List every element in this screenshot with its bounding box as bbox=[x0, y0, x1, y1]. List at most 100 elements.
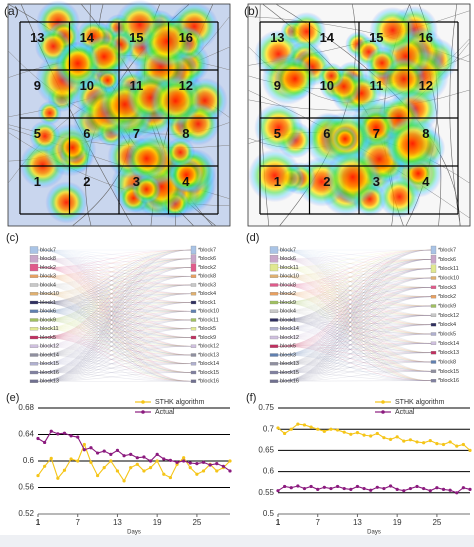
series-point bbox=[162, 472, 166, 476]
flow-link bbox=[277, 371, 432, 373]
block-number: 7 bbox=[373, 126, 380, 141]
flow-link bbox=[37, 293, 192, 382]
left-node-label: block8 bbox=[40, 256, 56, 262]
flow-link bbox=[37, 284, 192, 312]
flow-link bbox=[277, 352, 432, 365]
flow-link bbox=[277, 305, 432, 338]
flow-link bbox=[37, 284, 192, 338]
flow-link bbox=[277, 310, 432, 344]
heat-blob bbox=[378, 175, 421, 218]
flow-link bbox=[277, 337, 432, 353]
right-node bbox=[190, 245, 197, 255]
right-node bbox=[430, 351, 437, 355]
flow-link bbox=[37, 284, 192, 321]
road bbox=[449, 3, 461, 227]
heat-blob bbox=[384, 115, 441, 172]
flow-link bbox=[277, 275, 432, 363]
flow-link bbox=[277, 287, 432, 295]
left-node-label: block3 bbox=[40, 274, 56, 280]
flow-link bbox=[277, 267, 432, 372]
flow-link bbox=[277, 258, 432, 353]
flow-link bbox=[277, 315, 432, 321]
y-tick-label: 0.56 bbox=[18, 483, 34, 492]
series-point bbox=[142, 469, 146, 473]
block-number: 2 bbox=[83, 174, 90, 189]
flow-link bbox=[37, 275, 192, 312]
flow-link bbox=[37, 249, 192, 356]
flow-link bbox=[277, 363, 432, 381]
flow-link bbox=[37, 328, 192, 356]
flow-link bbox=[277, 268, 432, 330]
flow-link bbox=[277, 319, 432, 335]
flow-link bbox=[277, 337, 432, 363]
left-node bbox=[269, 362, 279, 366]
x-tick-label: 7 bbox=[315, 518, 320, 527]
flow-link bbox=[277, 363, 432, 372]
right-node-label: *block6 bbox=[438, 257, 456, 263]
series-point bbox=[468, 448, 472, 452]
flow-link bbox=[37, 275, 192, 365]
flow-link bbox=[277, 258, 432, 260]
flow-link bbox=[277, 267, 432, 288]
left-node-label: block13 bbox=[40, 379, 59, 385]
flow-link bbox=[277, 319, 432, 363]
flow-link bbox=[277, 259, 432, 338]
flow-link bbox=[37, 249, 192, 373]
flow-link bbox=[37, 258, 192, 373]
flow-link bbox=[37, 249, 192, 268]
flow-link bbox=[37, 293, 192, 338]
right-node bbox=[190, 292, 197, 296]
right-node-label: *block9 bbox=[198, 335, 216, 341]
flow-link bbox=[277, 328, 432, 372]
flow-link bbox=[37, 354, 192, 373]
series-point bbox=[388, 437, 393, 441]
flow-link bbox=[277, 302, 432, 325]
heat-blob bbox=[369, 6, 416, 54]
block-number: 5 bbox=[274, 126, 281, 141]
flow-link bbox=[277, 258, 432, 279]
flow-link bbox=[37, 302, 192, 365]
flow-link bbox=[277, 315, 432, 365]
flow-link bbox=[277, 296, 432, 321]
flow-link bbox=[277, 249, 432, 356]
flow-link bbox=[37, 275, 192, 286]
series-point bbox=[215, 469, 219, 473]
flow-link bbox=[277, 305, 432, 321]
flow-link bbox=[37, 249, 192, 356]
flow-link bbox=[37, 249, 192, 330]
flow-link bbox=[37, 319, 192, 373]
flow-link bbox=[37, 275, 192, 295]
right-node bbox=[430, 341, 437, 345]
flow-link bbox=[277, 268, 432, 286]
flow-link bbox=[277, 259, 432, 356]
flow-link bbox=[277, 287, 432, 365]
flow-link bbox=[277, 324, 432, 338]
flow-link bbox=[37, 284, 192, 382]
right-node bbox=[430, 379, 437, 383]
heat-blob bbox=[273, 56, 317, 101]
flow-link bbox=[277, 249, 432, 316]
series-point bbox=[402, 439, 406, 443]
series-point bbox=[102, 466, 106, 470]
left-node-label: block3 bbox=[280, 352, 296, 358]
flow-link bbox=[37, 275, 192, 295]
flow-link bbox=[277, 310, 432, 363]
flow-link bbox=[37, 363, 192, 373]
series-point bbox=[95, 451, 100, 455]
series-point bbox=[162, 457, 166, 461]
flow-link bbox=[277, 268, 432, 295]
flow-link bbox=[277, 267, 432, 381]
left-node-label: block15 bbox=[40, 361, 59, 367]
left-node bbox=[29, 318, 39, 322]
flow-link bbox=[277, 343, 432, 356]
left-node-label: block10 bbox=[280, 274, 299, 280]
flow-link bbox=[37, 258, 192, 356]
heat-blob bbox=[325, 149, 381, 205]
left-node bbox=[29, 283, 39, 287]
legend-label: Actual bbox=[155, 409, 175, 416]
flow-link bbox=[277, 293, 432, 363]
flow-link bbox=[277, 259, 432, 295]
flow-link bbox=[37, 275, 192, 382]
series-point bbox=[82, 442, 86, 447]
flow-link bbox=[37, 275, 192, 356]
